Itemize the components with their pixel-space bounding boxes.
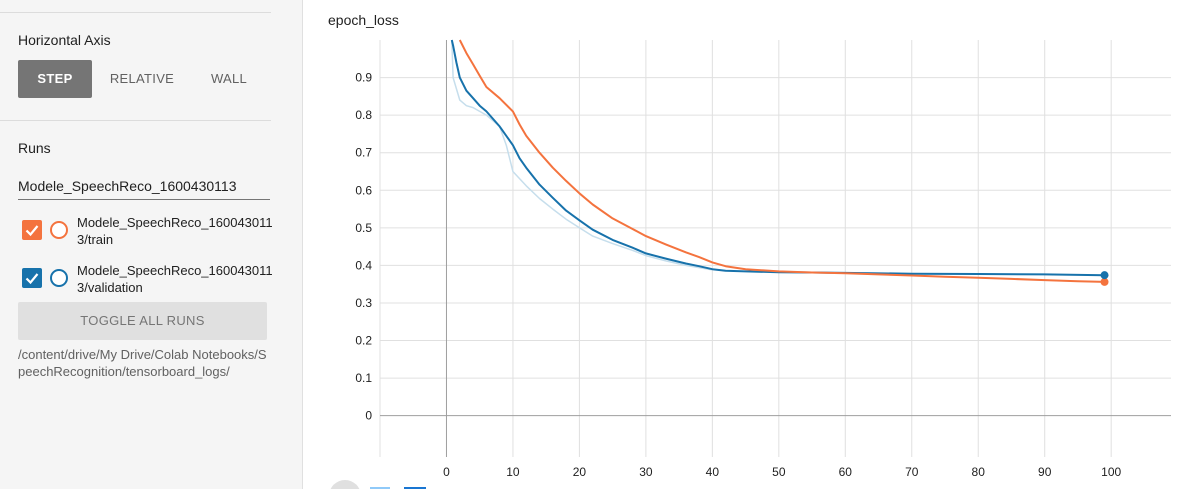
divider — [0, 12, 271, 13]
series-end-point — [1100, 277, 1109, 286]
checkbox-checked-icon[interactable] — [22, 220, 42, 240]
x-tick-label: 60 — [839, 465, 853, 479]
y-tick-label: 0.8 — [355, 108, 372, 122]
checkbox-checked-icon[interactable] — [22, 268, 42, 288]
toggle-all-runs-button[interactable]: TOGGLE ALL RUNS — [18, 302, 267, 340]
axis-wall-button[interactable]: WALL — [210, 71, 248, 86]
y-tick-label: 0.5 — [355, 221, 372, 235]
series-line — [450, 39, 1105, 277]
x-tick-label: 10 — [506, 465, 520, 479]
y-tick-label: 0.4 — [355, 258, 372, 272]
fullscreen-icon[interactable] — [329, 480, 361, 489]
run-color-radio-icon[interactable] — [50, 221, 68, 239]
chart-toolbar — [329, 480, 426, 489]
y-tick-label: 0.9 — [355, 71, 372, 85]
sidebar: Horizontal Axis STEP RELATIVE WALL Runs … — [0, 0, 303, 489]
series-line — [451, 39, 713, 271]
series-line — [458, 39, 1105, 283]
axis-step-button[interactable]: STEP — [18, 60, 92, 98]
run-item-train[interactable]: Modele_SpeechReco_1600430113/train — [22, 214, 273, 254]
x-tick-label: 20 — [573, 465, 587, 479]
x-tick-label: 100 — [1101, 465, 1121, 479]
x-tick-label: 70 — [905, 465, 919, 479]
runs-filter-input[interactable] — [18, 173, 270, 200]
x-tick-label: 80 — [972, 465, 986, 479]
run-item-validation[interactable]: Modele_SpeechReco_1600430113/validation — [22, 262, 273, 302]
x-tick-label: 0 — [443, 465, 450, 479]
fit-domain-icon[interactable] — [404, 487, 426, 489]
x-tick-label: 90 — [1038, 465, 1052, 479]
y-tick-label: 0.1 — [355, 371, 372, 385]
series-end-point — [1100, 271, 1109, 280]
run-label: Modele_SpeechReco_1600430113/validation — [77, 263, 273, 295]
chart-title: epoch_loss — [328, 12, 399, 28]
run-label: Modele_SpeechReco_1600430113/train — [77, 215, 273, 247]
y-tick-label: 0 — [365, 409, 372, 423]
loss-chart: 0 0.1 0.2 0.3 0.4 0.5 0.6 0.7 0.8 0.9 0 10 20 30 40 50 6… — [355, 39, 1171, 479]
y-tick-label: 0.7 — [355, 146, 372, 160]
x-tick-label: 40 — [706, 465, 720, 479]
x-tick-label: 30 — [639, 465, 653, 479]
log-scale-icon[interactable] — [370, 487, 390, 489]
y-tick-label: 0.6 — [355, 183, 372, 197]
log-directory-path: /content/drive/My Drive/Colab Notebooks/… — [18, 347, 267, 379]
runs-title: Runs — [18, 140, 51, 156]
axis-relative-button[interactable]: RELATIVE — [109, 71, 175, 86]
y-tick-label: 0.2 — [355, 334, 372, 348]
y-tick-label: 0.3 — [355, 296, 372, 310]
run-color-radio-icon[interactable] — [50, 269, 68, 287]
divider — [0, 120, 271, 121]
x-tick-label: 50 — [772, 465, 786, 479]
horizontal-axis-title: Horizontal Axis — [18, 32, 111, 48]
